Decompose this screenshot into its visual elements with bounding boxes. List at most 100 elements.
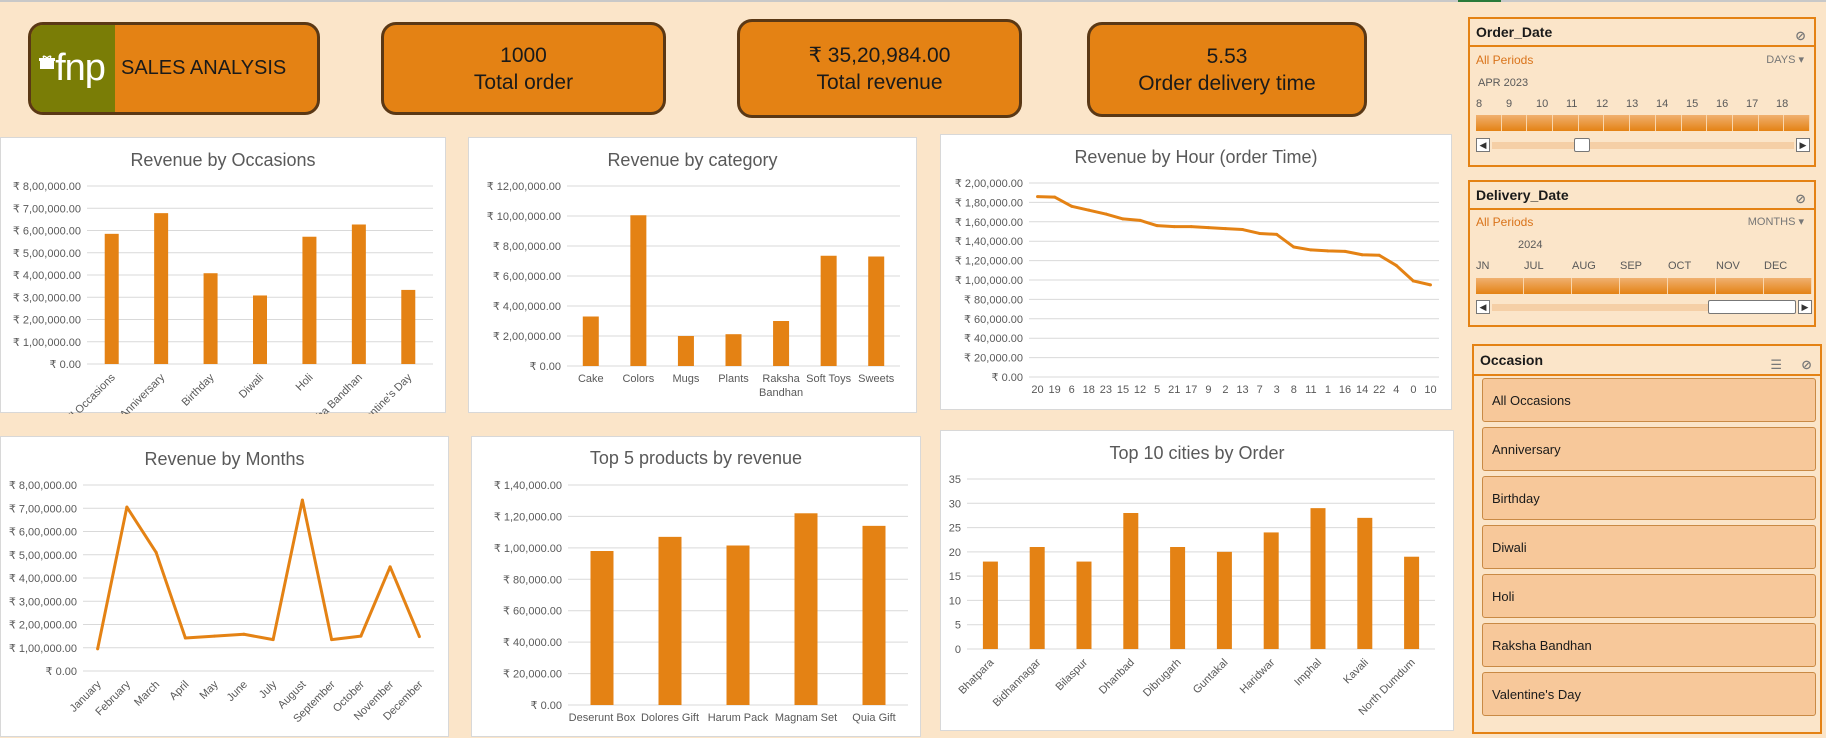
- bar[interactable]: [630, 215, 647, 366]
- scroll-right-icon[interactable]: ▶: [1798, 300, 1812, 314]
- x-tick-label: Bilaspur: [1054, 656, 1091, 693]
- bar[interactable]: [104, 233, 119, 364]
- y-tick-label: ₹ 60,000.00: [964, 314, 1023, 326]
- bar[interactable]: [725, 334, 742, 366]
- y-tick-label: ₹ 1,00,000.00: [955, 275, 1023, 287]
- y-tick-label: ₹ 6,00,000.00: [9, 527, 77, 539]
- x-tick-label: Mugs: [672, 373, 699, 385]
- chart-revenue-by-hour[interactable]: Revenue by Hour (order Time) ₹ 0.00 ₹ 20,…: [940, 134, 1452, 410]
- bar[interactable]: [1170, 547, 1186, 649]
- timeline-bar[interactable]: [1476, 278, 1812, 294]
- bar[interactable]: [677, 336, 694, 366]
- chart-top-products[interactable]: Top 5 products by revenue ₹ 0.00 ₹ 20,000…: [471, 436, 921, 737]
- bar[interactable]: [773, 321, 790, 366]
- y-tick-label: ₹ 0.00: [46, 666, 77, 678]
- y-tick-label: ₹ 6,00,000.00: [493, 271, 561, 283]
- bar[interactable]: [302, 236, 317, 364]
- scroll-left-icon[interactable]: ◀: [1476, 138, 1490, 152]
- occasion-item-birthday[interactable]: Birthday: [1482, 476, 1816, 520]
- order-date-timeline[interactable]: Order_Date ⊘ All Periods DAYS ▾ APR 2023…: [1468, 17, 1816, 167]
- data-point: [1189, 225, 1193, 229]
- occasion-item-valentines-day[interactable]: Valentine's Day: [1482, 672, 1816, 716]
- bar[interactable]: [1123, 513, 1139, 649]
- brand-card: fnp SALES ANALYSIS: [28, 22, 320, 115]
- data-point: [271, 638, 275, 642]
- x-tick-label: 20: [1031, 384, 1043, 396]
- bar[interactable]: [868, 256, 885, 367]
- timeline-tick-label: 16: [1716, 98, 1729, 110]
- clear-filter-icon[interactable]: ⊘: [1795, 191, 1806, 206]
- x-tick-label: Imphal: [1292, 657, 1324, 689]
- bar[interactable]: [1029, 547, 1045, 649]
- timeline-tick-label: 17: [1746, 98, 1759, 110]
- timeline-tick-label: 11: [1566, 98, 1578, 110]
- clear-filter-icon[interactable]: ⊘: [1801, 357, 1812, 372]
- data-point: [96, 647, 100, 651]
- data-point: [1087, 208, 1091, 212]
- bar[interactable]: [1216, 551, 1232, 649]
- x-tick-label: 19: [1049, 384, 1061, 396]
- y-tick-label: ₹ 1,40,000.00: [494, 480, 562, 492]
- bar[interactable]: [401, 289, 416, 364]
- series-line[interactable]: [96, 498, 421, 650]
- chart-revenue-by-occasions[interactable]: Revenue by Occasions ₹ 0.00 ₹ 1,00,000.00…: [0, 137, 446, 414]
- timeline-bar[interactable]: [1476, 115, 1810, 131]
- bar[interactable]: [582, 316, 599, 367]
- granularity-dropdown[interactable]: DAYS ▾: [1766, 54, 1804, 66]
- bar[interactable]: [982, 561, 998, 649]
- delivery-date-timeline[interactable]: Delivery_Date ⊘ All Periods MONTHS ▾ 202…: [1468, 180, 1816, 327]
- occasion-slicer[interactable]: Occasion ☰ ⊘ All Occasions Anniversary B…: [1472, 344, 1822, 734]
- clear-filter-icon[interactable]: ⊘: [1795, 28, 1806, 43]
- data-point: [242, 632, 246, 636]
- x-tick-label: All Occasions: [62, 371, 118, 414]
- occasion-item-all-occasions[interactable]: All Occasions: [1482, 378, 1816, 422]
- scroll-track[interactable]: [1492, 142, 1794, 149]
- scroll-track[interactable]: [1492, 304, 1796, 311]
- bar[interactable]: [253, 295, 267, 364]
- y-tick-label: ₹ 2,00,000.00: [493, 331, 561, 343]
- bar[interactable]: [658, 536, 682, 705]
- data-point: [1394, 263, 1398, 267]
- delivery-time-card: 5.53 Order delivery time: [1087, 22, 1367, 117]
- chart-revenue-by-months[interactable]: Revenue by Months ₹ 0.00 ₹ 1,00,000.00 ₹ 2…: [0, 436, 449, 737]
- occasion-item-raksha-bandhan[interactable]: Raksha Bandhan: [1482, 623, 1816, 667]
- granularity-dropdown[interactable]: MONTHS ▾: [1747, 216, 1804, 228]
- bar[interactable]: [351, 224, 366, 364]
- y-tick-label: 25: [949, 523, 961, 535]
- x-tick-label: 8: [1291, 384, 1297, 396]
- bar[interactable]: [590, 551, 614, 705]
- period-label[interactable]: All Periods: [1476, 215, 1534, 229]
- y-tick-label: ₹ 4,00,000.00: [9, 573, 77, 585]
- timeline-tick-label: 9: [1506, 98, 1513, 110]
- scroll-thumb[interactable]: [1708, 300, 1796, 314]
- bar[interactable]: [154, 213, 169, 364]
- slicer-title: Order_Date: [1476, 24, 1553, 40]
- x-tick-label: May: [198, 678, 222, 702]
- bar[interactable]: [794, 513, 818, 705]
- series-line[interactable]: [1037, 195, 1431, 287]
- chart-revenue-by-category[interactable]: Revenue by category ₹ 0.00 ₹ 2,00,000.00 ₹…: [468, 137, 917, 413]
- chart-top-cities[interactable]: Top 10 cities by Order 0 5 10 15 20 25 30 35 Bha…: [940, 430, 1454, 731]
- bar[interactable]: [1310, 508, 1326, 649]
- x-tick-label: Plants: [718, 373, 749, 385]
- bar[interactable]: [862, 525, 886, 705]
- occasion-item-anniversary[interactable]: Anniversary: [1482, 427, 1816, 471]
- scroll-left-icon[interactable]: ◀: [1476, 300, 1490, 314]
- timeline-scrollbar[interactable]: ◀ ▶: [1476, 300, 1812, 314]
- bar[interactable]: [203, 273, 218, 364]
- occasion-item-diwali[interactable]: Diwali: [1482, 525, 1816, 569]
- bar[interactable]: [1263, 532, 1279, 649]
- period-label[interactable]: All Periods: [1476, 53, 1534, 67]
- scroll-right-icon[interactable]: ▶: [1796, 138, 1810, 152]
- timeline-scrollbar[interactable]: ◀ ▶: [1476, 138, 1810, 152]
- data-point: [1377, 253, 1381, 257]
- bar[interactable]: [1357, 517, 1373, 649]
- scroll-thumb[interactable]: [1574, 138, 1590, 152]
- bar[interactable]: [1076, 561, 1092, 649]
- bar[interactable]: [1404, 556, 1420, 649]
- occasion-item-holi[interactable]: Holi: [1482, 574, 1816, 618]
- y-tick-label: ₹ 4,00,000.00: [493, 301, 561, 313]
- bar[interactable]: [820, 255, 837, 366]
- bar[interactable]: [726, 545, 750, 706]
- multi-select-icon[interactable]: ☰: [1770, 357, 1782, 372]
